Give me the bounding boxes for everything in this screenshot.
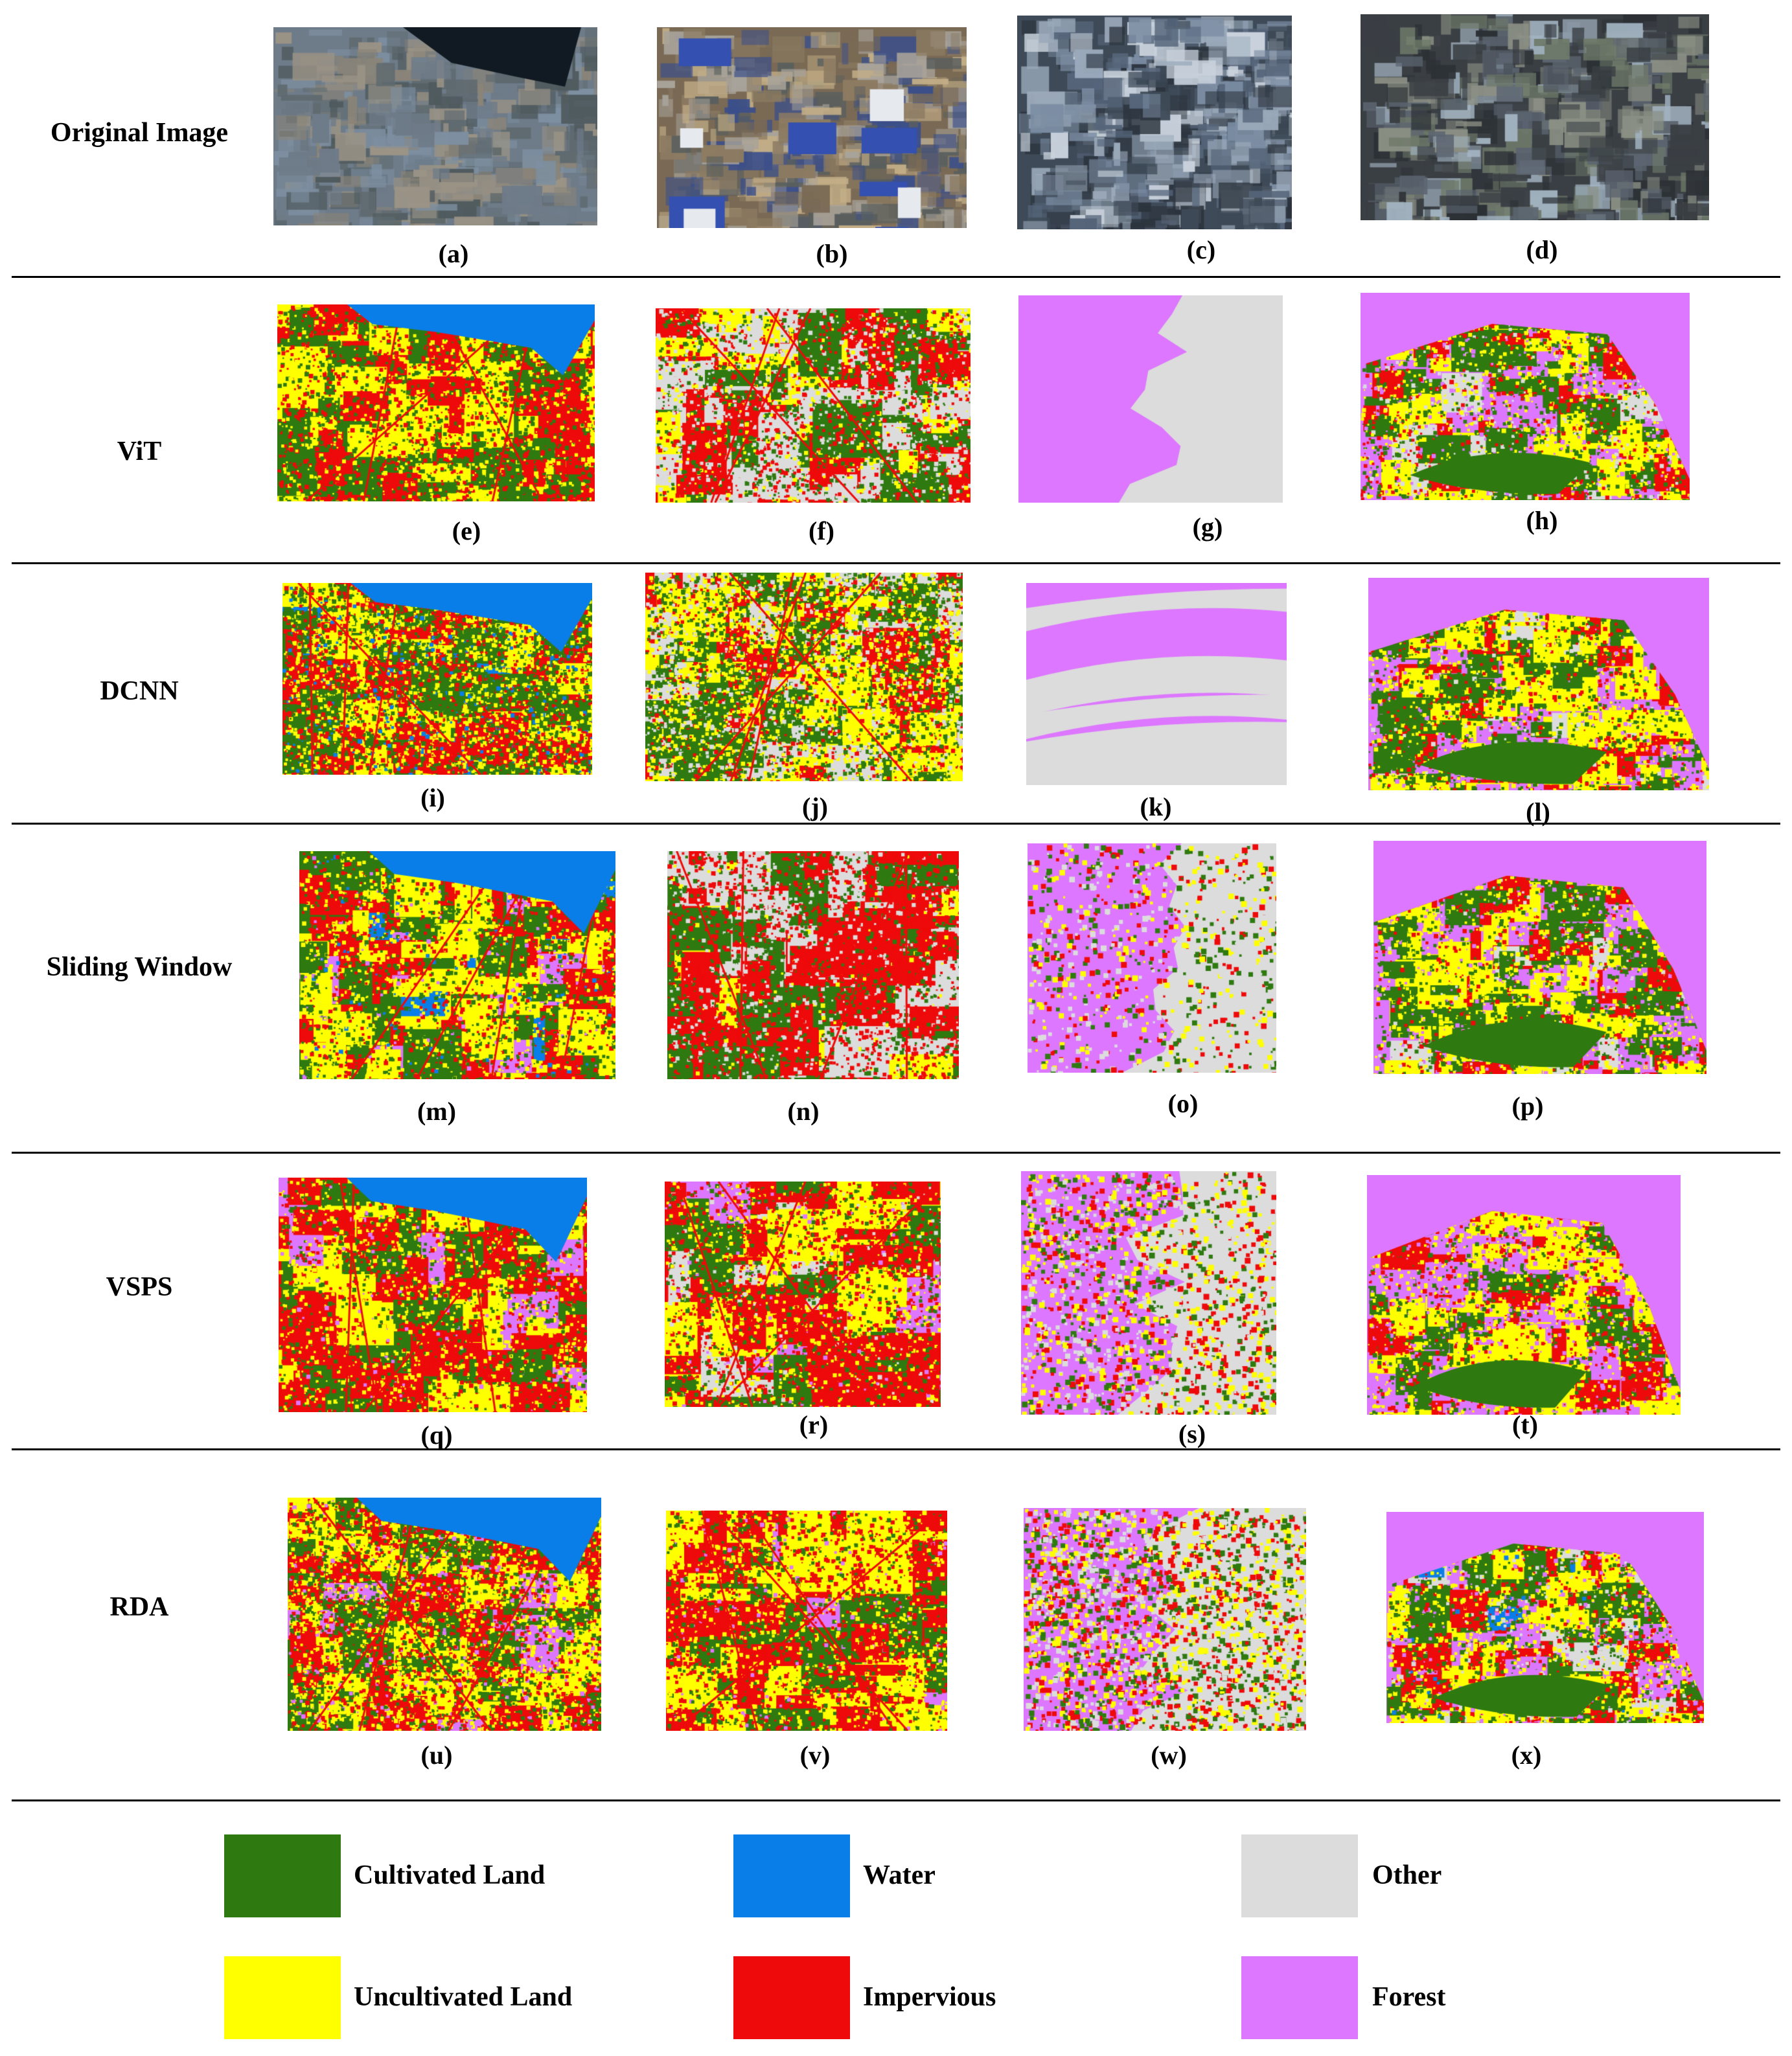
rda-map-w <box>1024 1508 1306 1731</box>
caption-l: (l) <box>1526 797 1550 827</box>
legend-label-water: Water <box>863 1860 936 1890</box>
caption-m: (m) <box>417 1097 456 1126</box>
legend-swatch-water <box>733 1834 850 1917</box>
rda-map-u <box>288 1498 601 1731</box>
legend-label-impervious: Impervious <box>863 1982 996 2012</box>
row-label-sliding-window: Sliding Window <box>46 952 233 982</box>
rda-map-v <box>666 1511 947 1731</box>
legend-label-uncultivated-land: Uncultivated Land <box>354 1982 573 2012</box>
original-image-b <box>657 27 967 228</box>
row-label-dcnn: DCNN <box>100 676 179 706</box>
legend-label-other: Other <box>1372 1860 1442 1890</box>
caption-a: (a) <box>438 239 469 268</box>
dcnn-map-i <box>282 583 592 775</box>
original-image-d <box>1361 14 1709 220</box>
caption-q: (q) <box>420 1421 453 1450</box>
row-label-vsps: VSPS <box>106 1272 173 1302</box>
caption-b: (b) <box>816 239 848 268</box>
legend-swatch-uncultivated-land <box>224 1956 341 2039</box>
sliding-window-map-o <box>1028 843 1276 1073</box>
row-separator <box>12 1152 1780 1154</box>
original-image-a <box>273 27 597 225</box>
caption-p: (p) <box>1511 1091 1544 1121</box>
caption-c: (c) <box>1186 235 1216 264</box>
legend-swatch-forest <box>1241 1956 1358 2039</box>
vsps-map-r <box>665 1182 941 1407</box>
legend-swatch-cultivated-land <box>224 1834 341 1917</box>
caption-n: (n) <box>787 1097 820 1126</box>
caption-j: (j) <box>802 792 828 821</box>
caption-u: (u) <box>420 1741 453 1770</box>
caption-i: (i) <box>420 783 445 812</box>
legend-label-forest: Forest <box>1372 1982 1446 2012</box>
dcnn-map-k <box>1026 583 1287 785</box>
vit-map-e <box>277 304 595 501</box>
vsps-map-t <box>1367 1175 1681 1415</box>
row-label-original-image: Original Image <box>50 118 229 148</box>
caption-o: (o) <box>1167 1089 1199 1118</box>
caption-r: (r) <box>799 1410 829 1439</box>
dcnn-map-l <box>1368 578 1709 790</box>
legend-swatch-impervious <box>733 1956 850 2039</box>
caption-t: (t) <box>1512 1410 1538 1439</box>
caption-x: (x) <box>1511 1741 1542 1770</box>
caption-d: (d) <box>1526 235 1558 264</box>
sliding-window-map-m <box>299 851 615 1079</box>
vsps-map-s <box>1021 1171 1276 1415</box>
dcnn-map-j <box>645 573 963 781</box>
sliding-window-map-p <box>1373 841 1706 1074</box>
row-separator <box>12 276 1780 278</box>
row-separator <box>12 823 1780 825</box>
caption-k: (k) <box>1140 792 1172 821</box>
sliding-window-map-n <box>667 851 959 1079</box>
caption-s: (s) <box>1178 1419 1206 1448</box>
vit-map-g <box>1018 295 1283 503</box>
rda-map-x <box>1386 1512 1704 1723</box>
vsps-map-q <box>279 1178 587 1412</box>
vit-map-f <box>656 308 971 503</box>
caption-e: (e) <box>452 516 481 545</box>
row-separator <box>12 1448 1780 1450</box>
caption-w: (w) <box>1151 1741 1187 1770</box>
row-separator <box>12 1799 1780 1801</box>
row-label-vit: ViT <box>117 437 162 466</box>
caption-g: (g) <box>1192 512 1223 542</box>
legend-label-cultivated-land: Cultivated Land <box>354 1860 546 1890</box>
row-label-rda: RDA <box>109 1592 169 1622</box>
caption-f: (f) <box>809 516 834 545</box>
caption-v: (v) <box>799 1741 831 1770</box>
vit-map-h <box>1361 293 1690 500</box>
caption-h: (h) <box>1526 506 1558 535</box>
original-image-c <box>1017 16 1292 229</box>
legend-swatch-other <box>1241 1834 1358 1917</box>
row-separator <box>12 562 1780 564</box>
